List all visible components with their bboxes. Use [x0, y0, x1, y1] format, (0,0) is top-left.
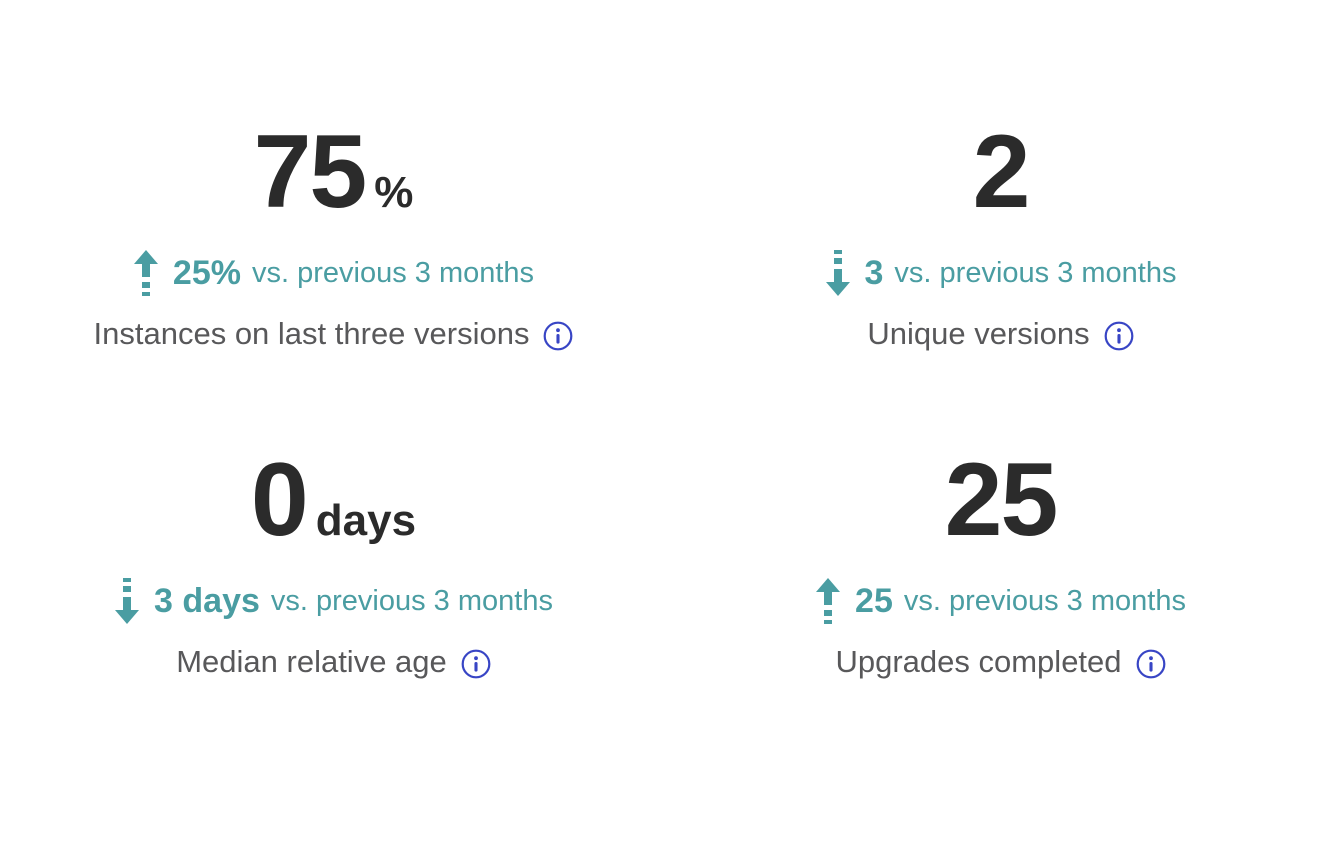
- metric-card-instances-on-last-three-versions: 75% 25% vs. previous 3 months Instances …: [0, 120, 667, 352]
- trend-value: 3: [864, 253, 884, 292]
- metric-label-row: Upgrades completed: [835, 644, 1165, 680]
- trend-direction-icon: [815, 578, 841, 624]
- info-icon-glyph: [1136, 649, 1165, 679]
- metric-label-row: Instances on last three versions: [94, 316, 574, 352]
- metric-card-upgrades-completed: 25 25 vs. previous 3 months Upgrades com…: [667, 448, 1334, 680]
- metric-value: 75: [253, 114, 368, 230]
- trend-up-icon: [133, 250, 158, 296]
- metric-value: 2: [972, 114, 1031, 230]
- metric-label: Median relative age: [176, 644, 447, 679]
- metric-card-median-relative-age: 0 days 3 days vs. previous 3 months Media…: [0, 448, 667, 680]
- trend-value: 25: [855, 581, 893, 620]
- trend-context: vs. previous 3 months: [251, 256, 535, 289]
- info-icon[interactable]: [1136, 649, 1166, 679]
- metric-value-line: 0 days: [251, 448, 416, 556]
- metric-value: 0: [250, 442, 309, 558]
- metric-card-unique-versions: 2 3 vs. previous 3 months Unique version…: [667, 120, 1334, 352]
- trend-value: 3 days: [154, 581, 260, 620]
- trend-context: vs. previous 3 months: [894, 256, 1177, 289]
- metric-label-row: Median relative age: [176, 644, 491, 680]
- trend-direction-icon: [825, 250, 851, 296]
- trend-line: 25 vs. previous 3 months: [815, 578, 1186, 624]
- trend-up-icon: [816, 578, 841, 624]
- info-icon[interactable]: [543, 321, 573, 351]
- trend-direction-icon: [133, 250, 159, 296]
- metric-label: Upgrades completed: [835, 644, 1122, 679]
- trend-context: vs. previous 3 months: [270, 584, 553, 617]
- info-icon[interactable]: [1104, 321, 1134, 351]
- metric-value-line: 25: [944, 442, 1059, 558]
- metric-label-row: Unique versions: [867, 316, 1134, 352]
- metrics-dashboard: 75% 25% vs. previous 3 months Instances …: [0, 120, 1334, 680]
- trend-value: 25%: [172, 253, 241, 292]
- trend-line: 3 days vs. previous 3 months: [114, 578, 553, 624]
- info-icon-glyph: [461, 649, 491, 679]
- metric-label: Unique versions: [867, 316, 1090, 351]
- metric-value-suffix: days: [315, 496, 417, 545]
- trend-down-icon: [825, 250, 850, 296]
- metric-value-line: 75%: [254, 120, 414, 228]
- trend-direction-icon: [114, 578, 140, 624]
- metric-value-suffix: %: [374, 168, 414, 217]
- info-icon[interactable]: [461, 649, 491, 679]
- trend-context: vs. previous 3 months: [903, 584, 1186, 617]
- info-icon-glyph: [544, 321, 573, 351]
- trend-line: 25% vs. previous 3 months: [133, 250, 534, 296]
- info-icon-glyph: [1104, 321, 1134, 351]
- metric-label: Instances on last three versions: [93, 316, 530, 351]
- metric-value: 25: [944, 442, 1059, 558]
- trend-down-icon: [115, 578, 140, 624]
- trend-line: 3 vs. previous 3 months: [825, 250, 1177, 296]
- metric-value-line: 2: [972, 114, 1031, 230]
